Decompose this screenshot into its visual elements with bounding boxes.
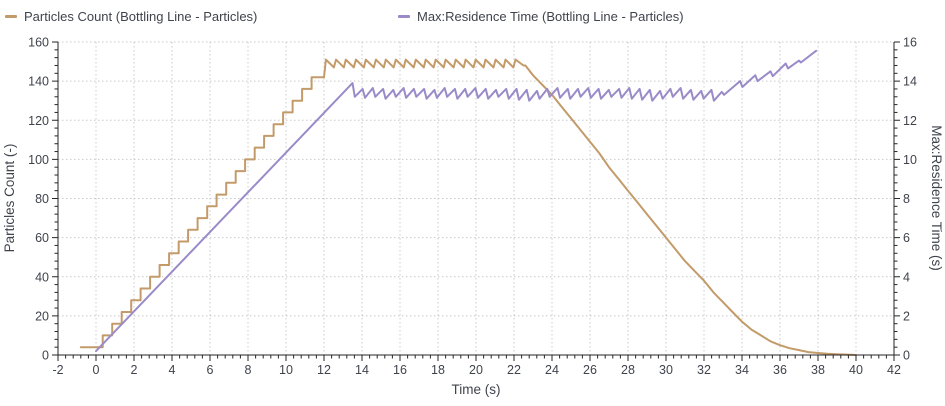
axes-layer <box>52 41 900 361</box>
x-tick-label: 40 <box>849 363 863 377</box>
x-tick-label: 42 <box>887 363 901 377</box>
x-tick-label: 30 <box>659 363 673 377</box>
legend: Particles Count (Bottling Line - Particl… <box>0 5 945 27</box>
y-right-tick-label: 2 <box>903 309 910 323</box>
y-left-tick-label: 140 <box>28 75 49 89</box>
x-axis-title: Time (s) <box>452 382 501 397</box>
x-tick-label: 28 <box>621 363 635 377</box>
x-tick-label: 14 <box>355 363 369 377</box>
y-left-tick-label: 160 <box>28 36 49 50</box>
x-tick-label: 22 <box>507 363 521 377</box>
legend-marker-particles-count-icon <box>5 14 17 18</box>
x-tick-label: 20 <box>469 363 483 377</box>
x-tick-label: 18 <box>431 363 445 377</box>
x-tick-label: 34 <box>735 363 749 377</box>
y-right-tick-label: 8 <box>903 192 910 206</box>
y-right-tick-label: 0 <box>903 349 910 363</box>
x-tick-label: 32 <box>697 363 711 377</box>
legend-label-particles-count: Particles Count (Bottling Line - Particl… <box>24 8 258 24</box>
y-left-tick-label: 120 <box>28 114 49 128</box>
y-right-tick-label: 12 <box>903 114 917 128</box>
legend-marker-residence-time-icon <box>398 14 410 18</box>
x-tick-label: 8 <box>245 363 252 377</box>
x-tick-label: 16 <box>393 363 407 377</box>
y-right-axis-title: Max:Residence Time (s) <box>929 125 944 271</box>
x-tick-label: -2 <box>52 363 63 377</box>
y-left-axis-title: Particles Count (-) <box>2 144 17 253</box>
y-left-tick-label: 80 <box>35 192 49 206</box>
x-tick-label: 24 <box>545 363 559 377</box>
y-left-tick-label: 0 <box>42 349 49 363</box>
x-tick-label: 6 <box>207 363 214 377</box>
x-tick-label: 0 <box>93 363 100 377</box>
series-line-particles-count <box>79 58 857 356</box>
x-tick-label: 38 <box>811 363 825 377</box>
y-left-tick-label: 40 <box>35 270 49 284</box>
y-left-tick-label: 60 <box>35 231 49 245</box>
x-tick-label: 2 <box>131 363 138 377</box>
y-left-tick-label: 100 <box>28 153 49 167</box>
series-line-residence-time <box>95 49 818 353</box>
tick-label-layer: -2 0 2 4 6 8 10 12 14 16 18 20 22 24 26 28 30 32 34 36 38 40 4… <box>28 36 917 378</box>
legend-item-residence-time: Max:Residence Time (Bottling Line - Part… <box>398 5 684 27</box>
legend-label-residence-time: Max:Residence Time (Bottling Line - Part… <box>417 8 684 24</box>
y-left-tick-label: 20 <box>35 309 49 323</box>
y-right-tick-label: 16 <box>903 36 917 50</box>
y-right-tick-label: 4 <box>903 270 910 284</box>
x-tick-label: 12 <box>317 363 331 377</box>
x-tick-label: 36 <box>773 363 787 377</box>
y-right-tick-label: 10 <box>903 153 917 167</box>
series-layer <box>79 49 857 356</box>
x-tick-label: 10 <box>279 363 293 377</box>
y-right-tick-label: 14 <box>903 75 917 89</box>
y-right-tick-label: 6 <box>903 231 910 245</box>
x-tick-label: 4 <box>169 363 176 377</box>
legend-item-particles-count: Particles Count (Bottling Line - Particl… <box>5 5 257 27</box>
x-tick-label: 26 <box>583 363 597 377</box>
